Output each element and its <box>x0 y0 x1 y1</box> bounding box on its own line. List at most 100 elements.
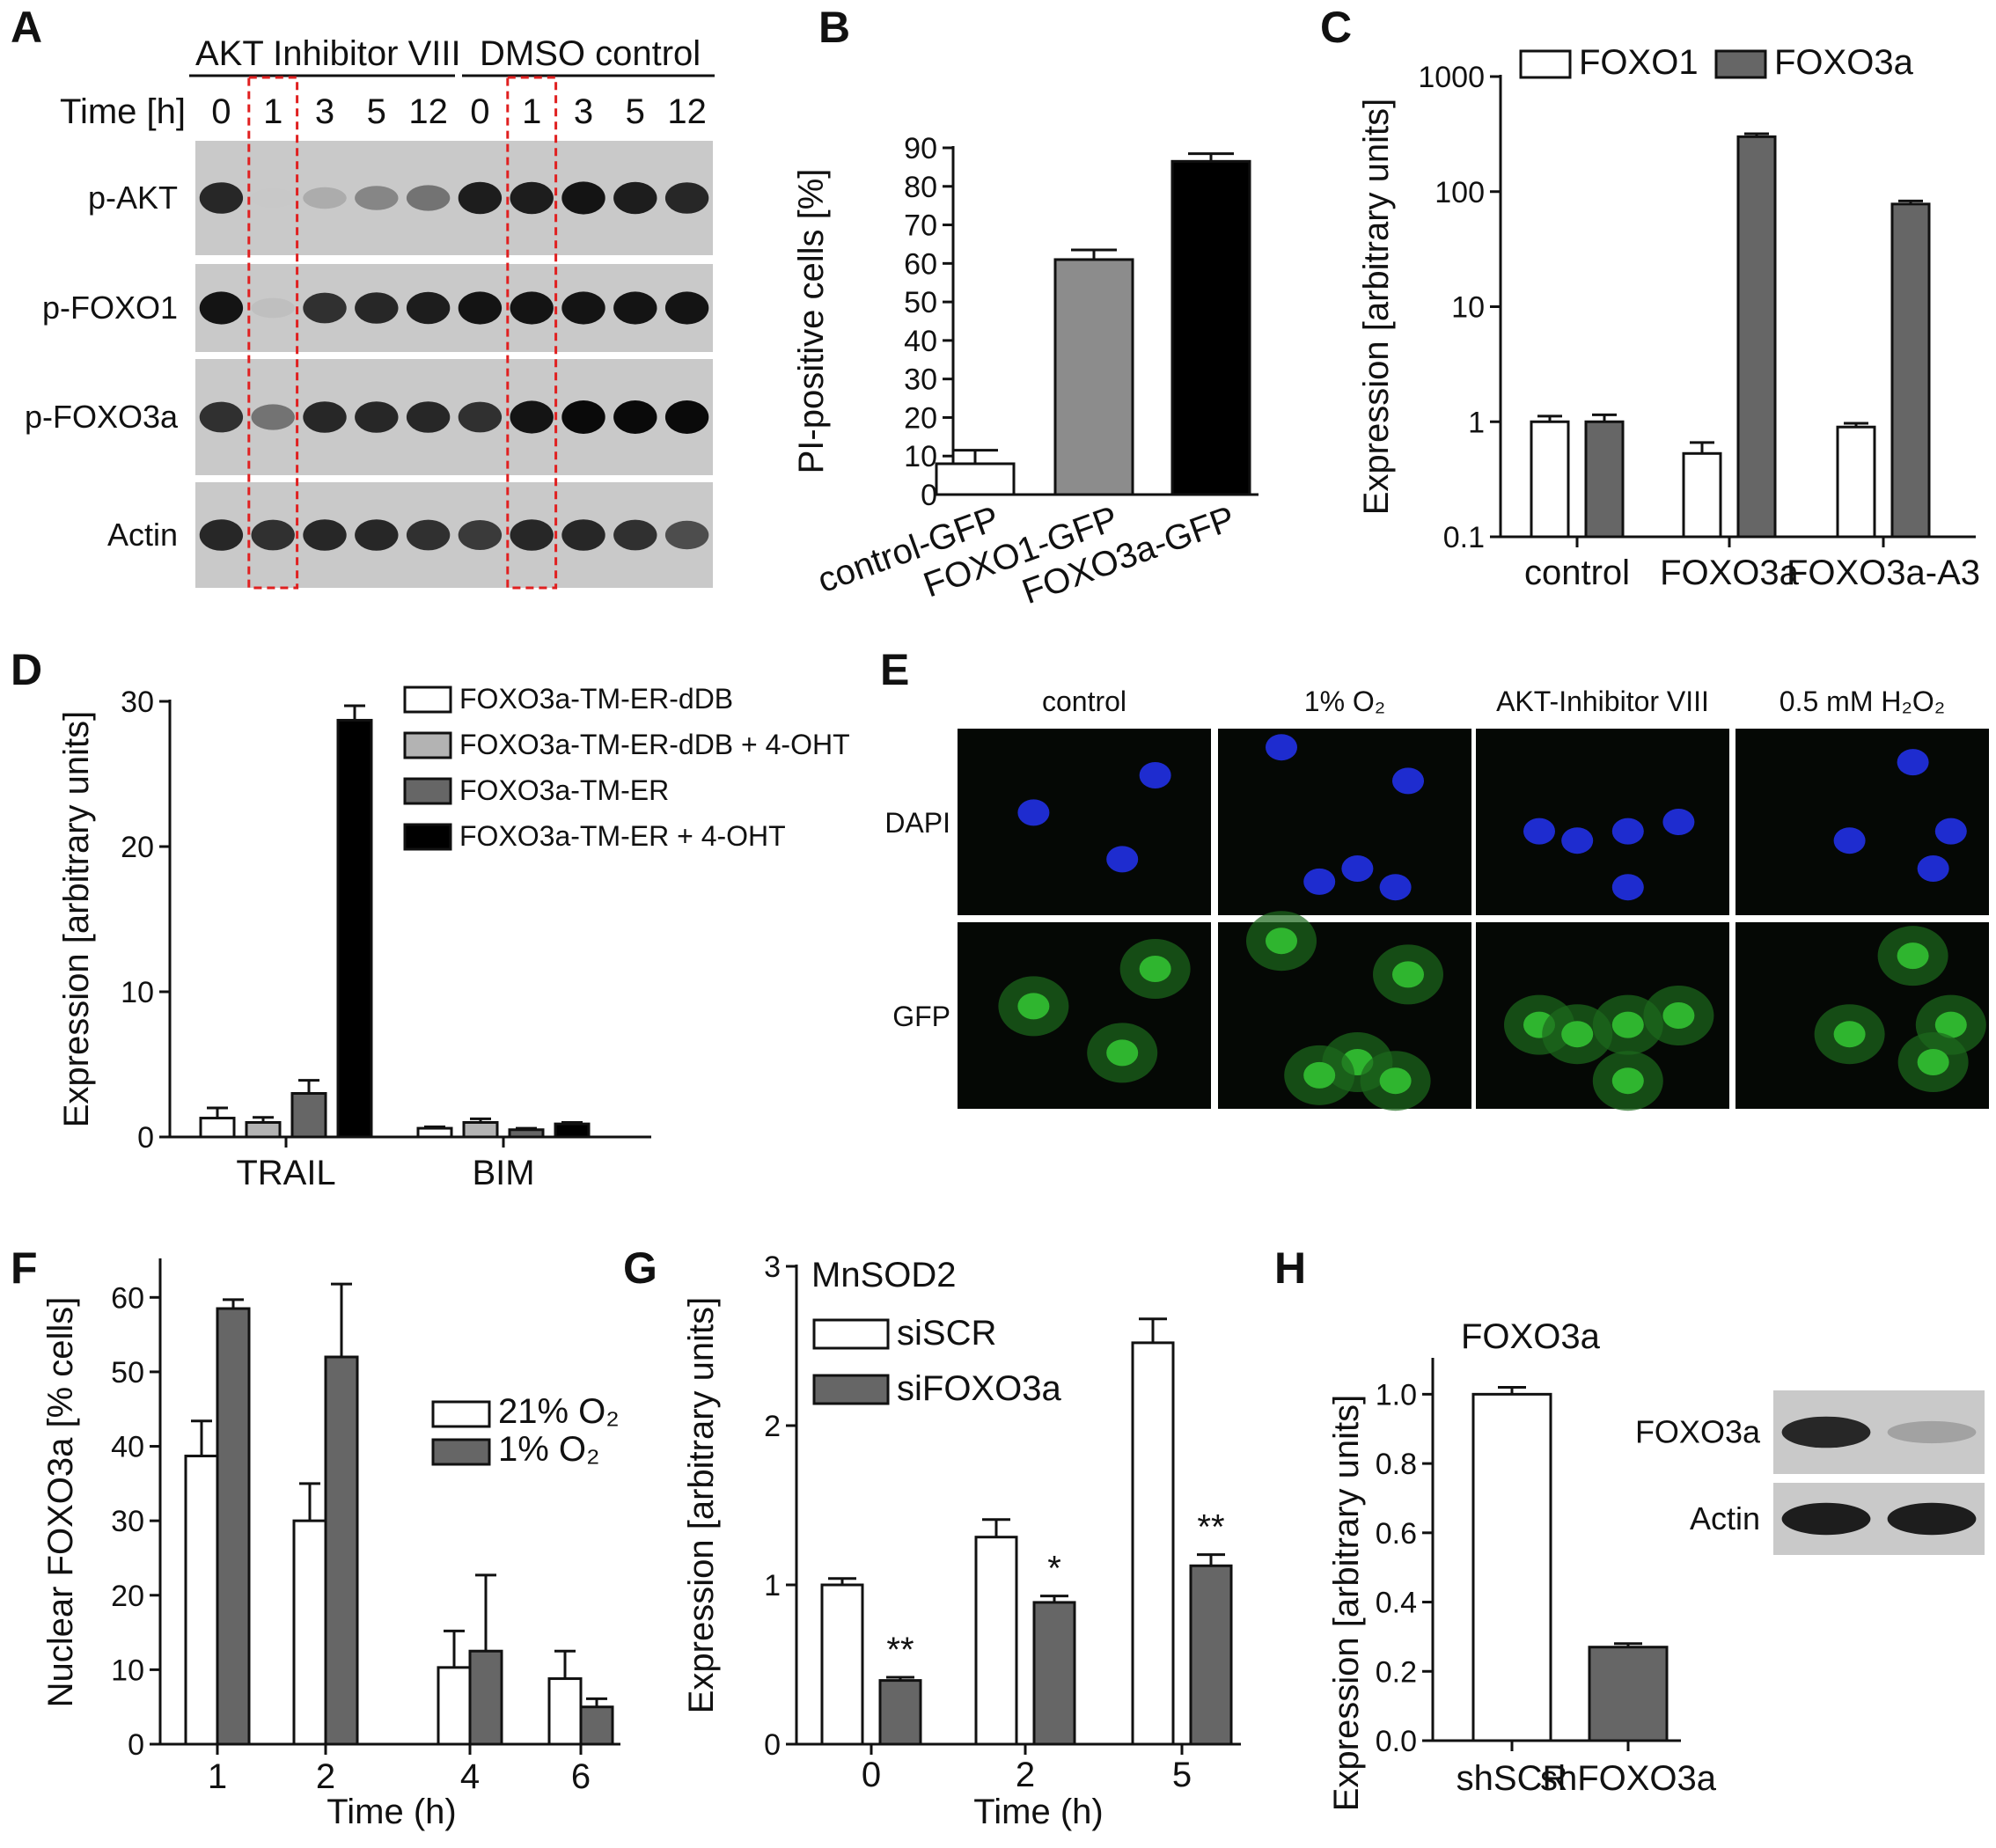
y-tick-label: 80 <box>904 171 937 204</box>
bar-bim-foxo3a-tm-er-ddb-4-oht <box>462 1121 499 1139</box>
y-tick-label: 0 <box>921 479 937 512</box>
nucleus <box>1106 846 1139 873</box>
panel-label: A <box>11 3 42 52</box>
time-point: 5 <box>367 92 386 131</box>
blot-band <box>510 400 554 434</box>
gfp-signal <box>1662 1002 1695 1029</box>
blot-band <box>458 291 503 325</box>
blot-band <box>251 297 295 319</box>
time-point: 0 <box>211 92 231 131</box>
channel-label: GFP <box>892 1001 950 1032</box>
chart-title: MnSOD2 <box>811 1256 957 1294</box>
legend-label: FOXO3a-TM-ER-dDB <box>459 683 733 715</box>
y-tick-label: 0 <box>137 1121 154 1155</box>
blot-row-label: p-FOXO1 <box>42 290 178 326</box>
bar-foxo3a-foxo3a <box>1736 135 1777 539</box>
y-tick-label: 0.2 <box>1376 1655 1417 1689</box>
y-axis-label: Expression [arbitrary units] <box>1357 99 1396 516</box>
y-tick-label: 30 <box>904 363 937 397</box>
blot-band <box>406 185 451 211</box>
bar-4-21-o- <box>437 1666 472 1746</box>
y-tick-label: 0 <box>128 1728 144 1762</box>
blot-band <box>613 400 657 434</box>
bar-1-21-o- <box>184 1455 219 1746</box>
x-tick-label: 6 <box>571 1757 591 1796</box>
legend-swatch <box>1714 49 1767 79</box>
bar-bim-foxo3a-tm-er <box>508 1128 545 1139</box>
bar-shscr <box>1471 1392 1552 1742</box>
blot-band <box>406 401 451 433</box>
legend-swatch <box>1519 49 1572 79</box>
blot-band <box>406 291 451 325</box>
bar-4-1-o- <box>468 1649 503 1746</box>
blot-band <box>613 291 657 325</box>
chart-b: B 0 10 20 30 40 50 60 70 80 90 PI-positive cells [%… <box>792 3 1259 612</box>
y-tick-label: 0.4 <box>1376 1587 1417 1620</box>
nucleus <box>1833 827 1866 854</box>
y-axis-label: PI-positive cells [%] <box>792 169 831 474</box>
y-tick-label: 1 <box>1468 406 1485 439</box>
bar-6-1-o- <box>579 1705 614 1746</box>
legend-swatch <box>403 823 452 851</box>
x-tick-label: 0 <box>862 1756 881 1794</box>
micrograph <box>958 729 1211 915</box>
highlight-box <box>506 76 558 590</box>
bar-2-21-o- <box>292 1519 327 1746</box>
legend-swatch <box>403 731 452 759</box>
chart-d: D 0 10 20 30 Expression [arbitrary units] TRAI… <box>11 645 850 1192</box>
blot-band <box>664 182 709 214</box>
y-tick-label: 90 <box>904 132 937 165</box>
time-label: Time [h] <box>60 92 186 131</box>
blot-band <box>251 404 295 430</box>
legend-swatch <box>431 1400 491 1428</box>
chart-g: G 0 1 2 3 Expression [arbitrary units] 0 2 5 Time… <box>623 1243 1241 1831</box>
x-tick-label: shSCR <box>1457 1759 1568 1798</box>
time-point: 0 <box>470 92 489 131</box>
blot-row-label: p-FOXO3a <box>25 399 179 435</box>
chart-title: FOXO3a <box>1461 1317 1601 1356</box>
y-tick-label: 1000 <box>1418 61 1485 94</box>
blot-band <box>510 291 554 325</box>
chart-h: H 0.0 0.2 0.4 0.6 0.8 1.0 Expression [arbitrary… <box>1274 1243 1717 1811</box>
gfp-signal <box>1303 1061 1336 1089</box>
blot-band <box>355 186 399 210</box>
time-point: 1 <box>263 92 283 131</box>
y-tick-label: 10 <box>1451 291 1485 325</box>
x-tick-label: FOXO3a <box>1660 554 1800 592</box>
legend-label: FOXO3a-TM-ER-dDB + 4-OHT <box>459 729 850 760</box>
blot-band <box>251 188 295 208</box>
y-tick-label: 1.0 <box>1376 1378 1417 1412</box>
bar-foxo3a-a3-foxo3a <box>1890 202 1931 539</box>
blot-row <box>195 141 713 255</box>
gfp-signal <box>1561 1021 1594 1048</box>
blot-band <box>510 181 554 215</box>
condition-label: AKT-Inhibitor VIII <box>1496 686 1709 717</box>
y-tick-label: 40 <box>904 325 937 358</box>
x-axis-label: Time (h) <box>973 1793 1103 1831</box>
time-point: 12 <box>667 92 707 131</box>
x-tick-label: TRAIL <box>236 1154 335 1192</box>
blot-band <box>1781 1502 1871 1536</box>
blot-band <box>561 400 605 434</box>
y-tick-label: 0.0 <box>1376 1725 1417 1758</box>
panel-label: E <box>880 645 909 694</box>
gfp-signal <box>1611 1067 1644 1095</box>
gfp-signal <box>1611 1011 1644 1038</box>
legend-swatch <box>812 1318 890 1350</box>
chart-f: F 0 10 20 30 40 50 60 Nuclear FOXO3a [% cells] 1 2… <box>11 1243 620 1831</box>
gfp-signal <box>1833 1021 1866 1048</box>
x-tick-label: FOXO3a-A3 <box>1787 554 1980 592</box>
bar-trail-foxo3a-tm-er <box>290 1092 327 1139</box>
x-tick-label: 5 <box>1172 1756 1192 1794</box>
blot-row <box>1773 1483 1985 1555</box>
time-point: 3 <box>574 92 593 131</box>
blot-band <box>355 519 399 551</box>
bar-foxo3a-gfp <box>1170 159 1251 496</box>
gfp-signal <box>1017 993 1050 1020</box>
bar-trail-foxo3a-tm-er-ddb <box>199 1117 236 1139</box>
group-label: AKT Inhibitor VIII <box>195 34 461 73</box>
blot-band <box>303 187 347 209</box>
blot-band <box>406 519 451 551</box>
bar-0-siscr <box>820 1583 864 1746</box>
blot-band <box>1887 1502 1977 1536</box>
